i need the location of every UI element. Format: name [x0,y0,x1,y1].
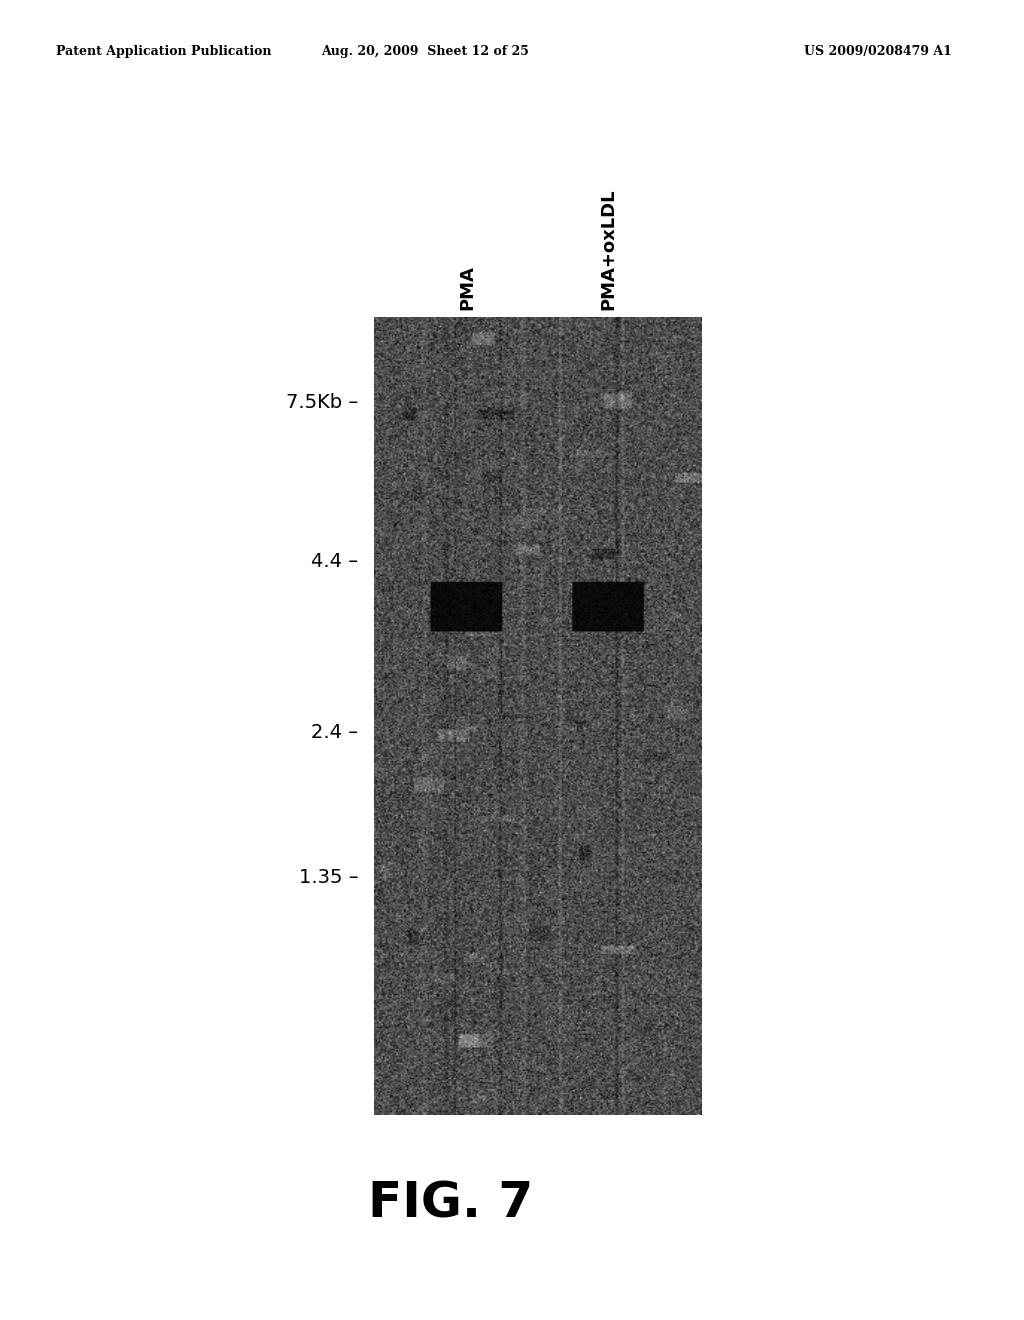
Text: Patent Application Publication: Patent Application Publication [56,45,271,58]
Text: PMA+oxLDL: PMA+oxLDL [599,189,617,310]
Text: US 2009/0208479 A1: US 2009/0208479 A1 [805,45,952,58]
Text: 4.4 –: 4.4 – [311,552,358,570]
Text: PMA: PMA [458,265,476,310]
Text: FIG. 7: FIG. 7 [368,1180,534,1228]
Text: Aug. 20, 2009  Sheet 12 of 25: Aug. 20, 2009 Sheet 12 of 25 [321,45,529,58]
Text: 1.35 –: 1.35 – [299,869,358,887]
Text: 7.5Kb –: 7.5Kb – [286,393,358,412]
Text: 2.4 –: 2.4 – [311,723,358,742]
